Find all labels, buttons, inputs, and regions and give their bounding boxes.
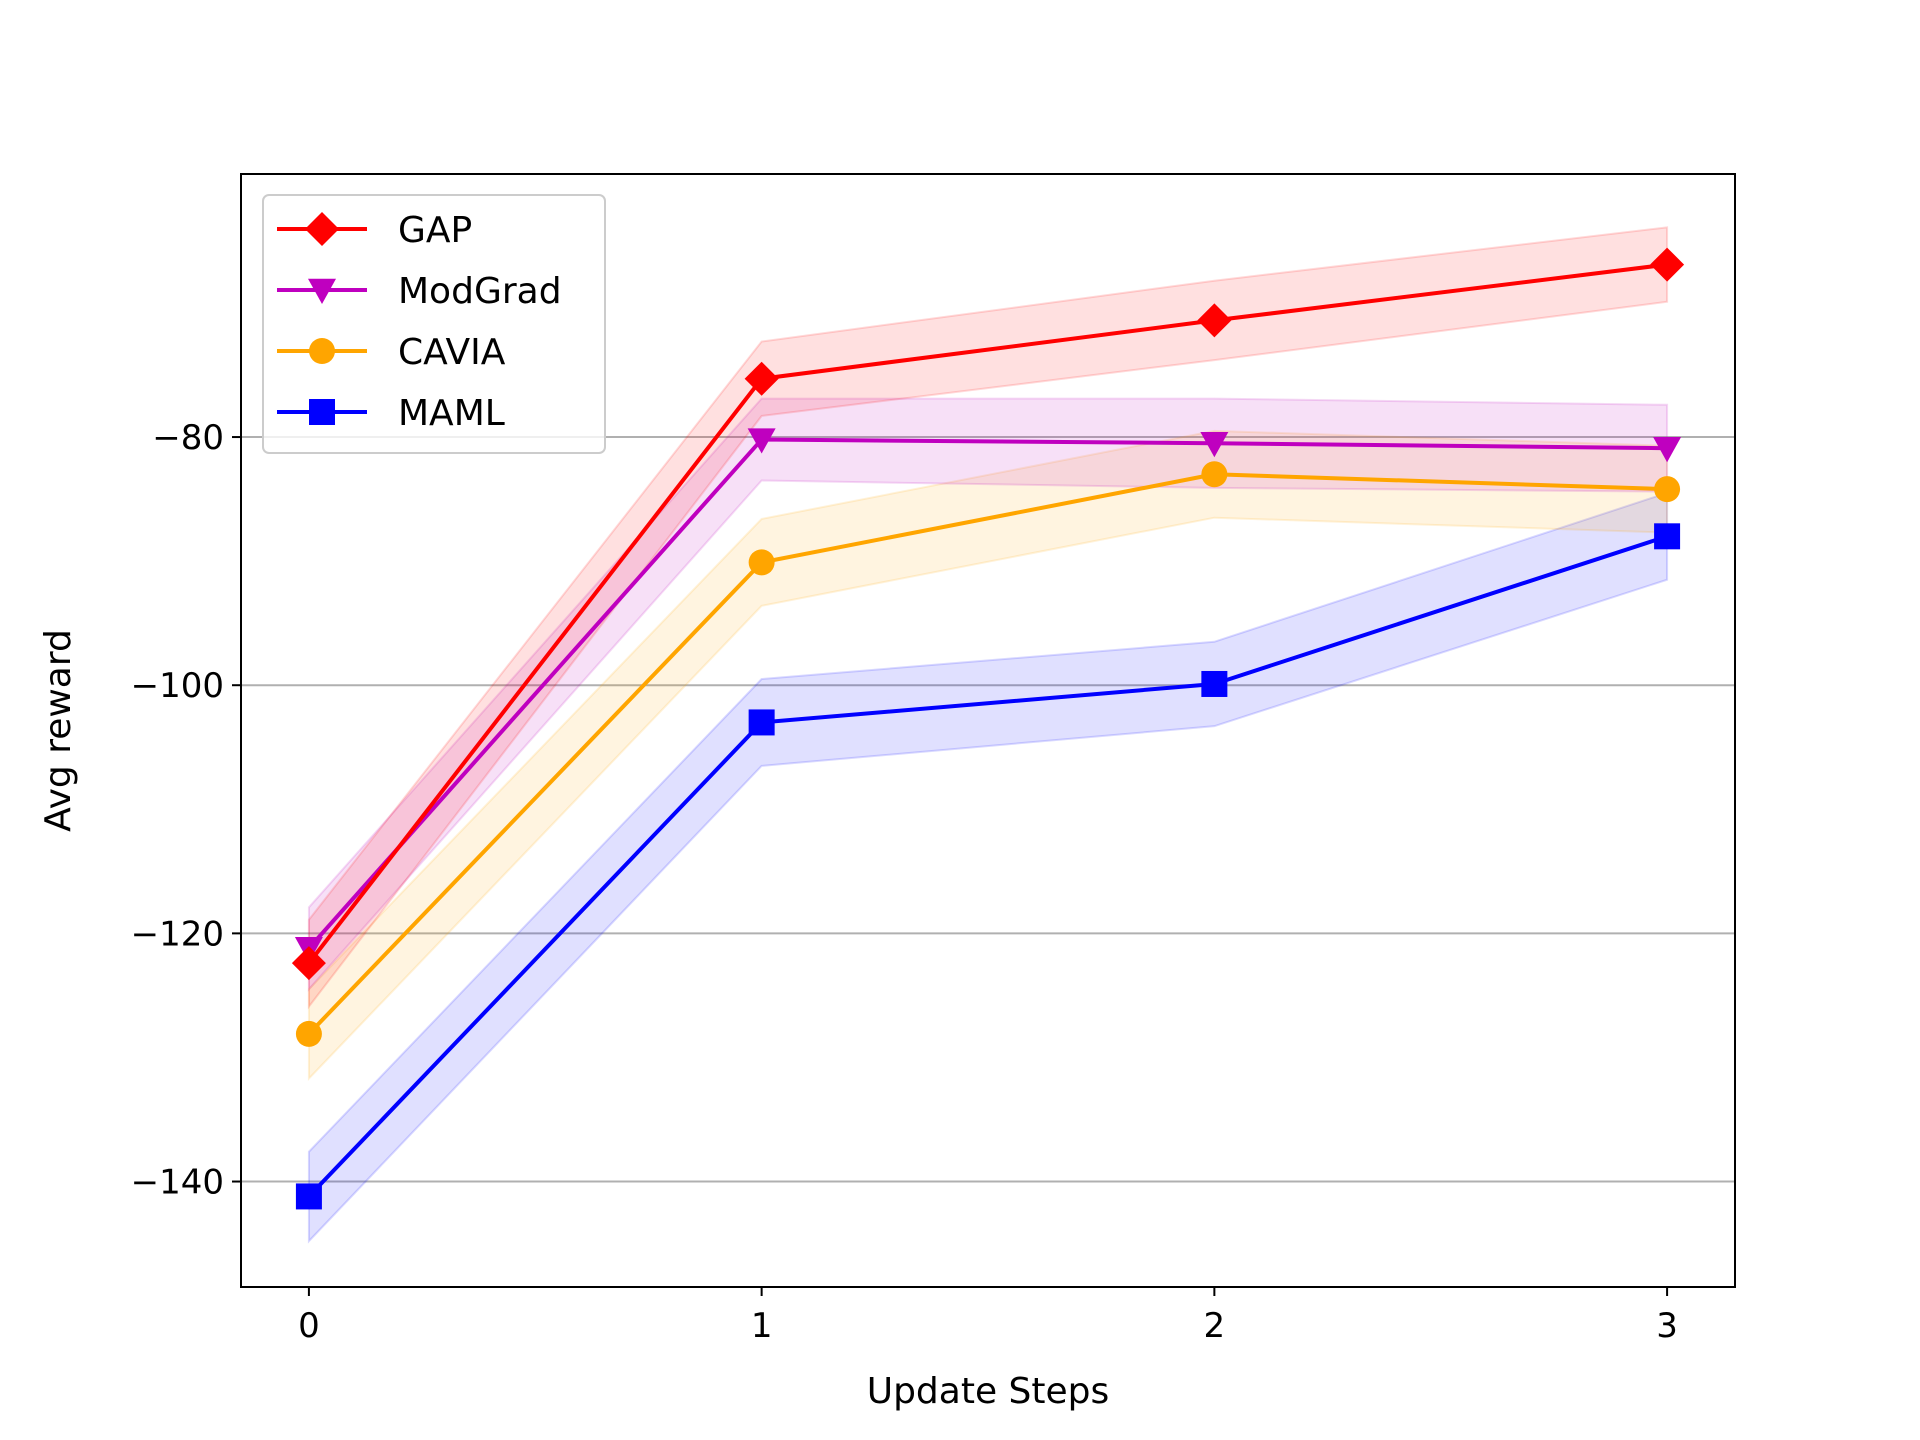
- point-modgrad: [747, 428, 776, 454]
- series-lines: [307, 262, 1668, 1198]
- x-tick-label: 1: [751, 1306, 773, 1346]
- point-gap: [744, 361, 779, 396]
- legend-label-gap: GAP: [398, 210, 472, 251]
- x-tick-label: 3: [1656, 1306, 1678, 1346]
- point-maml: [748, 709, 775, 736]
- point-cavia: [748, 549, 775, 576]
- point-modgrad: [1653, 437, 1682, 463]
- point-cavia: [295, 1020, 322, 1047]
- legend-label-maml: MAML: [398, 393, 505, 434]
- y-tick-label: −120: [131, 914, 224, 954]
- line-cavia: [307, 472, 1668, 1036]
- point-cavia: [1201, 461, 1228, 488]
- line-gap: [307, 262, 1668, 965]
- y-tick-label: −140: [131, 1163, 224, 1203]
- line-modgrad: [307, 437, 1668, 950]
- point-gap: [1197, 303, 1232, 338]
- x-tick-label: 0: [298, 1306, 320, 1346]
- legend-marker-gap: [305, 212, 339, 246]
- point-gap: [291, 946, 326, 981]
- point-cavia: [1654, 476, 1681, 503]
- point-maml: [1201, 670, 1228, 697]
- point-maml: [1654, 523, 1681, 550]
- band-gap: [307, 226, 1669, 1010]
- legend-marker-maml: [309, 399, 335, 425]
- plot-frame: [240, 173, 1736, 1288]
- x-tick-label: 2: [1204, 1306, 1226, 1346]
- legend: GAP ModGrad CAVIA MAML: [262, 194, 606, 454]
- line-maml: [307, 534, 1668, 1198]
- legend-label-modgrad: ModGrad: [398, 271, 562, 312]
- legend-box: [262, 194, 606, 454]
- y-tick-label: −80: [152, 418, 224, 458]
- y-axis-label: Avg reward: [38, 629, 79, 832]
- axis-ticks: −140 −120 −100 −80 0 1 2 3: [131, 418, 1678, 1346]
- band-maml: [307, 491, 1669, 1244]
- series-markers: [291, 247, 1685, 1210]
- x-axis-label: Update Steps: [867, 1371, 1110, 1412]
- legend-marker-modgrad: [308, 278, 336, 304]
- y-tick-label: −100: [131, 666, 224, 706]
- point-gap: [1650, 247, 1685, 282]
- legend-label-cavia: CAVIA: [398, 332, 506, 373]
- point-maml: [295, 1183, 322, 1210]
- point-modgrad: [1200, 432, 1229, 458]
- legend-marker-cavia: [309, 338, 335, 364]
